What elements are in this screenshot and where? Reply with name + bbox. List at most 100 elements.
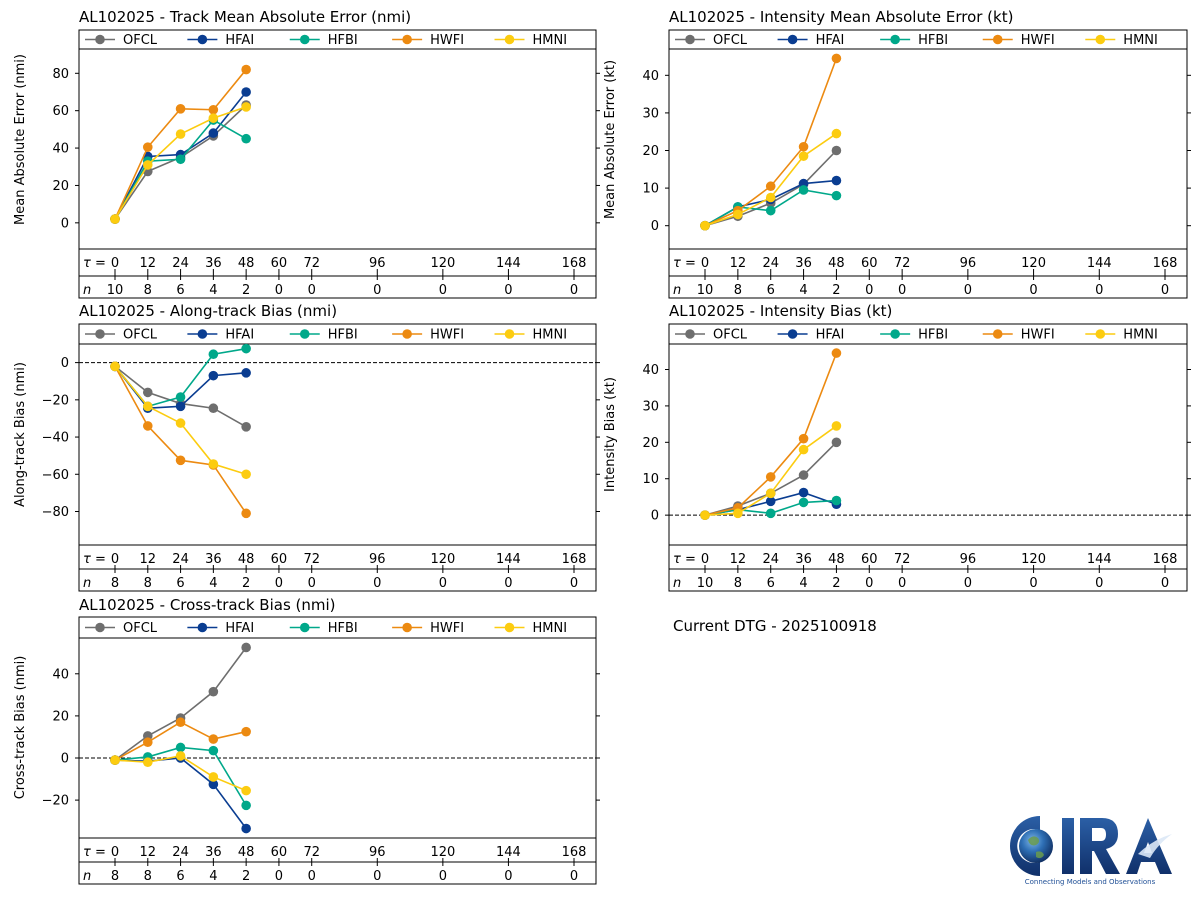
data-point-hwfi bbox=[765, 472, 776, 482]
tau-value: 96 bbox=[369, 845, 386, 860]
n-value: 0 bbox=[275, 869, 283, 884]
legend-label-hfbi: HFBI bbox=[328, 621, 358, 636]
n-value: 0 bbox=[570, 576, 578, 591]
n-value: 6 bbox=[767, 283, 775, 298]
n-value: 0 bbox=[865, 283, 873, 298]
logo-letter-i bbox=[1062, 818, 1074, 874]
n-value: 0 bbox=[898, 576, 906, 591]
data-point-hfai bbox=[798, 487, 809, 498]
tau-value: 12 bbox=[140, 256, 157, 271]
tau-value: 36 bbox=[795, 256, 812, 271]
data-point-hwfi bbox=[798, 141, 809, 152]
tau-value: 36 bbox=[205, 256, 222, 271]
legend-label-hmni: HMNI bbox=[1123, 328, 1158, 343]
n-value: 0 bbox=[1161, 283, 1169, 298]
legend-label-hfai: HFAI bbox=[225, 621, 254, 636]
logo-tagline: Connecting Models and Observations bbox=[1025, 878, 1156, 886]
data-point-hmni bbox=[175, 751, 186, 761]
data-point-ofcl bbox=[798, 470, 809, 480]
y-axis-label: Mean Absolute Error (nmi) bbox=[13, 54, 28, 225]
chart-panel-5: AL102025 - Cross-track Bias (nmi) Cross-t… bbox=[13, 596, 600, 885]
legend-label-hfai: HFAI bbox=[225, 328, 254, 343]
data-point-hmni bbox=[142, 757, 153, 768]
legend-marker-ofcl bbox=[95, 34, 105, 45]
legend-marker-hmni bbox=[1095, 34, 1106, 45]
legend-label-hfbi: HFBI bbox=[328, 328, 358, 343]
y-tick-label: −20 bbox=[42, 393, 69, 408]
data-point-hfai bbox=[765, 496, 776, 507]
legend-label-ofcl: OFCL bbox=[713, 328, 748, 343]
tau-value: 72 bbox=[303, 552, 320, 567]
legend-marker-hfbi bbox=[299, 329, 310, 339]
n-value: 2 bbox=[242, 283, 250, 298]
tau-value: 96 bbox=[369, 552, 386, 567]
y-tick-label: −60 bbox=[42, 468, 69, 483]
data-point-hfai bbox=[175, 401, 186, 412]
tau-value: 60 bbox=[861, 256, 878, 271]
legend-marker-hmni bbox=[504, 34, 515, 45]
data-point-hwfi bbox=[175, 717, 186, 728]
y-tick-label: 30 bbox=[642, 106, 659, 121]
current-dtg-label: Current DTG - 2025100918 bbox=[673, 617, 877, 635]
data-point-hmni bbox=[798, 444, 809, 455]
data-point-hfbi bbox=[175, 392, 186, 402]
n-value: 0 bbox=[373, 576, 381, 591]
y-tick-label: 0 bbox=[651, 219, 659, 234]
tau-value: 24 bbox=[762, 552, 779, 567]
data-point-hfbi bbox=[208, 349, 219, 360]
y-tick-label: 0 bbox=[61, 752, 69, 767]
n-value: 0 bbox=[1161, 576, 1169, 591]
n-value: 2 bbox=[832, 576, 840, 591]
tau-value: 24 bbox=[762, 256, 779, 271]
data-point-hmni bbox=[733, 508, 743, 519]
legend-label-hmni: HMNI bbox=[1123, 33, 1158, 48]
n-value: 0 bbox=[504, 576, 512, 591]
y-tick-label: 0 bbox=[61, 356, 69, 371]
tau-row-label: τ = bbox=[83, 845, 106, 860]
data-point-hfai bbox=[208, 370, 219, 381]
data-point-hwfi bbox=[241, 726, 251, 737]
data-point-hmni bbox=[798, 151, 809, 161]
n-value: 8 bbox=[144, 576, 152, 591]
logo-letter-r bbox=[1080, 818, 1120, 874]
legend-marker-hfbi bbox=[890, 329, 900, 339]
n-value: 10 bbox=[697, 576, 714, 591]
legend-marker-hfai bbox=[197, 34, 208, 45]
legend-label-hfai: HFAI bbox=[816, 328, 845, 343]
n-value: 8 bbox=[144, 283, 152, 298]
legend-marker-hwfi bbox=[402, 329, 412, 339]
tau-value: 48 bbox=[238, 256, 255, 271]
tau-value: 120 bbox=[430, 256, 455, 271]
tau-row-label: τ = bbox=[83, 256, 106, 271]
legend-marker-ofcl bbox=[95, 622, 105, 633]
plot-frame bbox=[78, 616, 597, 885]
tau-value: 48 bbox=[238, 845, 255, 860]
y-tick-label: −20 bbox=[42, 794, 69, 809]
tau-value: 0 bbox=[701, 256, 709, 271]
y-tick-label: 20 bbox=[642, 144, 659, 159]
data-point-hfai bbox=[241, 823, 251, 834]
data-point-hmni bbox=[733, 209, 743, 220]
data-point-hmni bbox=[142, 160, 153, 170]
n-value: 10 bbox=[697, 283, 714, 298]
y-tick-label: 20 bbox=[52, 709, 69, 724]
data-point-hwfi bbox=[208, 734, 219, 744]
plot-frame bbox=[668, 29, 1188, 299]
series-line-hwfi bbox=[114, 69, 247, 220]
data-point-hfbi bbox=[831, 495, 842, 506]
series-line-hwfi bbox=[114, 365, 247, 514]
n-value: 0 bbox=[504, 283, 512, 298]
legend-marker-hfbi bbox=[299, 622, 310, 633]
y-tick-label: 0 bbox=[61, 216, 69, 231]
legend-label-hfbi: HFBI bbox=[328, 33, 358, 48]
n-value: 6 bbox=[176, 283, 184, 298]
legend-marker-ofcl bbox=[685, 329, 695, 339]
tau-value: 168 bbox=[562, 845, 587, 860]
tau-value: 72 bbox=[894, 256, 911, 271]
tau-value: 0 bbox=[111, 256, 119, 271]
n-value: 0 bbox=[308, 869, 316, 884]
n-value: 0 bbox=[275, 283, 283, 298]
data-point-hmni bbox=[831, 128, 842, 139]
tau-value: 96 bbox=[960, 256, 977, 271]
n-value: 0 bbox=[570, 869, 578, 884]
